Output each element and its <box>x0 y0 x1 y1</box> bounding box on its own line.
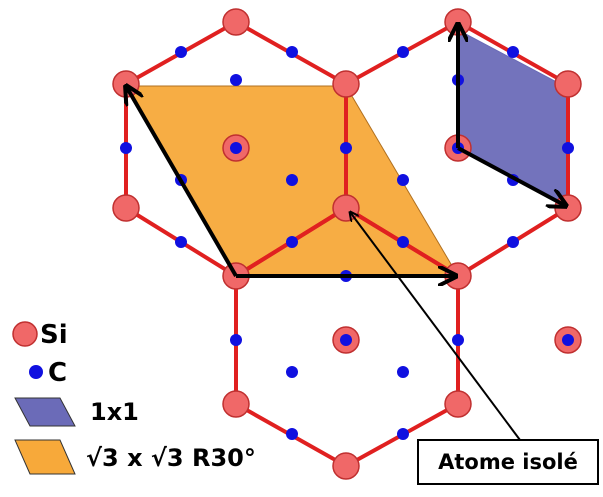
si-atom <box>332 70 360 98</box>
legend-si-swatch <box>12 321 38 347</box>
c-atom <box>175 46 187 58</box>
c-atom <box>507 46 519 58</box>
isolated-atom-pointer <box>350 212 521 441</box>
c-atom <box>507 236 519 248</box>
c-atom <box>286 366 298 378</box>
c-atom <box>397 46 409 58</box>
si-atom <box>444 390 472 418</box>
legend-si-label: Si <box>40 320 68 350</box>
si-atom <box>332 194 360 222</box>
si-atom <box>112 194 140 222</box>
legend-c-swatch <box>29 365 43 379</box>
isolated-atom-label: Atome isolé <box>438 450 578 474</box>
c-atom <box>562 142 574 154</box>
c-atom <box>230 334 242 346</box>
c-atom <box>286 236 298 248</box>
c-atom <box>397 428 409 440</box>
c-atoms <box>120 46 574 440</box>
c-atom <box>286 428 298 440</box>
c-atom <box>175 236 187 248</box>
c-atom <box>230 74 242 86</box>
si-atom <box>554 194 582 222</box>
legend-1x1-label: 1x1 <box>90 398 139 426</box>
c-atom <box>562 334 574 346</box>
si-atom <box>222 390 250 418</box>
c-atom <box>340 142 352 154</box>
legend-r30-label: √3 x √3 R30° <box>86 444 256 472</box>
si-atom <box>112 70 140 98</box>
lattice-vectors <box>126 24 566 276</box>
legend-1x1-swatch <box>14 397 76 427</box>
c-atom <box>286 174 298 186</box>
legend-c-label: C <box>48 358 67 388</box>
c-atom <box>340 334 352 346</box>
si-atom <box>222 8 250 36</box>
r30-vector-a <box>126 86 238 278</box>
c-atom <box>397 236 409 248</box>
1x1-vector-b <box>457 146 566 206</box>
c-atom <box>286 46 298 58</box>
si-atom <box>554 70 582 98</box>
legend: Si C 1x1 √3 x √3 R30° <box>12 320 256 475</box>
legend-r30-swatch <box>14 439 76 475</box>
c-atom <box>397 174 409 186</box>
isolated-atom-box <box>417 439 599 485</box>
c-atom <box>230 142 242 154</box>
c-atom <box>452 334 464 346</box>
c-atom <box>397 366 409 378</box>
si-atom <box>332 452 360 480</box>
c-atom <box>120 142 132 154</box>
